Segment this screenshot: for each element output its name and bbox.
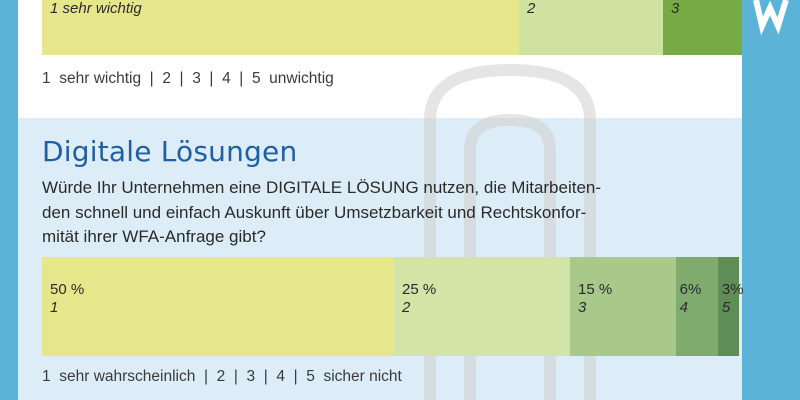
segment-category-label: 1	[50, 299, 59, 316]
vertical-logo-glyph	[753, 0, 789, 36]
top-stacked-bar: 1 sehr wichtig 2 3	[42, 0, 742, 55]
bar-segment-1: 50 % 1	[42, 257, 395, 356]
bar-segment-3: 15 % 3	[570, 257, 676, 356]
segment-value-label: 15 %	[578, 281, 613, 298]
top-scale-legend: 1 sehr wichtig | 2 | 3 | 4 | 5 unwichtig	[42, 70, 334, 87]
right-frame-border	[742, 0, 800, 400]
segment-category-label: 4	[679, 299, 688, 316]
segment-category-label: 1 sehr wichtig	[50, 0, 142, 17]
bar-segment-4: 6% 4	[675, 257, 718, 356]
section-title: Digitale Lösungen	[42, 135, 298, 168]
bar-segment-2: 2	[519, 0, 663, 55]
bar-segment-2: 25 % 2	[394, 257, 571, 356]
background-watermark	[424, 63, 596, 400]
bar-segment-5: 3% 5	[717, 257, 744, 356]
segment-value-label: 25 %	[402, 281, 437, 298]
segment-category-label: 3	[578, 299, 587, 316]
segment-category-label: 2	[527, 0, 536, 17]
likelihood-stacked-bar: 50 % 1 25 % 2 15 % 3 6% 4 3% 5	[42, 257, 744, 356]
left-frame-border	[0, 0, 18, 400]
question-line: den schnell und einfach Auskunft über Um…	[42, 202, 587, 222]
likelihood-scale-legend: 1 sehr wahrscheinlich | 2 | 3 | 4 | 5 si…	[42, 368, 402, 385]
question-text: Würde Ihr Unternehmen eine DIGITALE LÖSU…	[42, 176, 732, 250]
segment-category-label: 2	[402, 299, 411, 316]
segment-value-label: 3%	[721, 281, 744, 298]
segment-value-label: 6%	[679, 281, 702, 298]
segment-category-label: 5	[721, 299, 731, 316]
question-line: Würde Ihr Unternehmen eine DIGITALE LÖSU…	[42, 178, 602, 197]
bar-segment-3: 3	[663, 0, 742, 55]
question-line: mität ihrer WFA-Anfrage gibt?	[42, 227, 266, 246]
segment-category-label: 3	[671, 0, 680, 17]
segment-value-label: 50 %	[50, 281, 85, 298]
bar-segment-1: 1 sehr wichtig	[42, 0, 519, 55]
